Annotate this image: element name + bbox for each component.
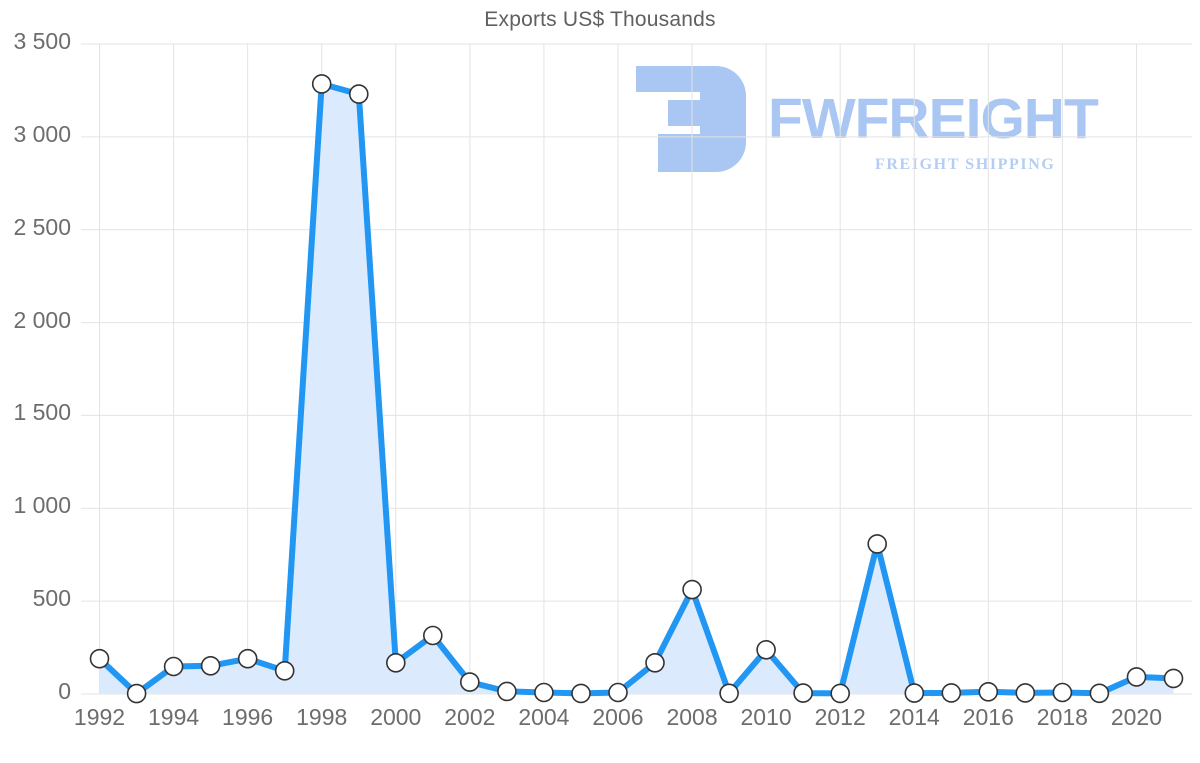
data-point-marker[interactable] bbox=[867, 534, 888, 554]
data-point-marker[interactable] bbox=[719, 683, 739, 704]
data-point-marker[interactable] bbox=[311, 74, 332, 94]
data-point-marker[interactable] bbox=[1089, 683, 1110, 704]
data-point-marker[interactable] bbox=[274, 660, 295, 681]
x-axis-tick-label: 2014 bbox=[888, 704, 940, 730]
data-point-marker[interactable] bbox=[459, 672, 480, 692]
chart-title: Exports US$ Thousands bbox=[484, 8, 716, 31]
data-point-marker[interactable] bbox=[1052, 682, 1073, 703]
data-point-marker[interactable] bbox=[645, 652, 665, 673]
data-point-marker[interactable] bbox=[497, 681, 517, 702]
x-axis-tick-label: 1996 bbox=[222, 704, 274, 730]
data-point-marker[interactable] bbox=[163, 656, 184, 677]
x-axis-tick-label: 2006 bbox=[592, 704, 644, 730]
y-axis-tick-label: 3 500 bbox=[13, 28, 71, 54]
y-axis-tick-label: 1 000 bbox=[13, 492, 71, 519]
data-point-marker[interactable] bbox=[978, 681, 999, 702]
data-point-marker[interactable] bbox=[89, 648, 110, 669]
data-point-marker[interactable] bbox=[941, 683, 962, 703]
x-axis-tick-label: 2000 bbox=[370, 704, 422, 730]
x-axis-tick-label: 2008 bbox=[666, 704, 718, 730]
x-axis-tick-label: 2012 bbox=[814, 704, 866, 730]
data-point-marker[interactable] bbox=[1163, 668, 1184, 689]
data-point-marker[interactable] bbox=[422, 625, 443, 646]
x-axis-tick-label: 2016 bbox=[962, 704, 1014, 730]
x-axis-tick-label: 2018 bbox=[1036, 704, 1088, 730]
x-axis-tick-label: 1998 bbox=[296, 704, 348, 730]
data-point-marker[interactable] bbox=[1015, 683, 1036, 703]
y-axis-tick-label: 1 500 bbox=[13, 399, 71, 426]
x-axis-tick-label: 2020 bbox=[1110, 704, 1163, 730]
data-point-marker[interactable] bbox=[126, 683, 147, 704]
x-axis-tick-label: 1994 bbox=[147, 704, 200, 730]
y-axis-tick-label: 0 bbox=[58, 678, 71, 704]
data-point-markers[interactable] bbox=[89, 74, 1184, 704]
x-axis-tick-label: 2010 bbox=[740, 704, 792, 730]
x-axis-tick-label: 2002 bbox=[444, 704, 496, 730]
data-point-marker[interactable] bbox=[348, 84, 369, 104]
data-point-marker[interactable] bbox=[237, 648, 258, 669]
data-point-marker[interactable] bbox=[608, 682, 628, 703]
x-axis-tick-label: 2004 bbox=[518, 704, 570, 730]
y-axis-tick-label: 2 500 bbox=[13, 213, 71, 240]
data-point-marker[interactable] bbox=[830, 683, 851, 704]
data-point-marker[interactable] bbox=[1126, 667, 1147, 687]
data-point-marker[interactable] bbox=[682, 579, 702, 600]
y-axis-tick-label: 3 000 bbox=[13, 120, 71, 147]
data-point-marker[interactable] bbox=[571, 683, 591, 704]
y-axis-tick-label: 2 000 bbox=[13, 306, 71, 333]
data-point-marker[interactable] bbox=[534, 682, 554, 703]
data-point-marker[interactable] bbox=[793, 683, 813, 703]
data-point-marker[interactable] bbox=[904, 683, 925, 703]
x-axis-tick-label: 1992 bbox=[73, 704, 126, 730]
data-point-marker[interactable] bbox=[200, 655, 221, 676]
data-point-marker[interactable] bbox=[756, 639, 776, 660]
data-point-marker[interactable] bbox=[385, 652, 406, 673]
y-axis-tick-label: 500 bbox=[32, 585, 71, 612]
